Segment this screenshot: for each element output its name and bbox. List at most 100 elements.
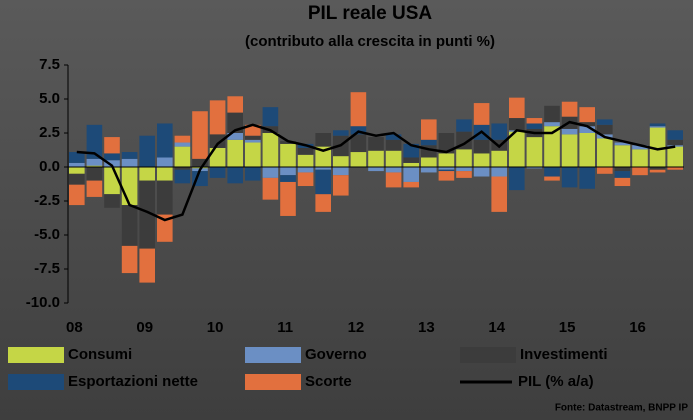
x-tick-label: 16 <box>629 319 646 336</box>
bar <box>491 176 507 212</box>
bar <box>649 126 666 128</box>
bar <box>403 162 419 167</box>
x-tick-label: 13 <box>418 319 435 336</box>
bar <box>438 133 455 154</box>
bar <box>139 180 155 249</box>
bar <box>473 153 490 167</box>
bar <box>121 152 138 159</box>
bar <box>174 167 191 170</box>
x-tick-label: 10 <box>207 319 224 336</box>
bar <box>350 152 367 167</box>
bar <box>456 149 472 167</box>
bar <box>385 172 402 188</box>
bar <box>438 167 455 170</box>
bar <box>509 118 525 131</box>
bar <box>421 167 437 173</box>
y-tick-label: -5.0 <box>34 226 60 243</box>
bar <box>227 96 243 113</box>
bar <box>174 142 191 147</box>
bar <box>86 180 103 197</box>
bar <box>544 105 560 123</box>
bar <box>526 118 543 124</box>
bar <box>315 146 331 167</box>
bar <box>262 167 279 178</box>
bar <box>69 173 85 185</box>
bar <box>209 147 226 167</box>
chart-title: PIL reale USA <box>308 3 433 24</box>
bar <box>632 149 648 167</box>
bar <box>104 153 120 161</box>
bar <box>614 142 631 146</box>
bar <box>262 133 279 167</box>
x-tick-label: 08 <box>66 319 83 336</box>
bar <box>544 126 560 167</box>
bar <box>315 167 331 170</box>
source: Fonte: Datastream, BNPP IP <box>555 403 689 414</box>
x-tick-label: 09 <box>136 319 153 336</box>
bar <box>614 167 631 172</box>
bar <box>297 147 314 155</box>
legend-label: Governo <box>305 346 367 363</box>
bar <box>473 167 490 177</box>
bar <box>157 157 173 167</box>
bar <box>526 167 543 169</box>
bar <box>491 123 507 140</box>
bar <box>403 167 419 182</box>
bar <box>315 194 331 212</box>
bar <box>473 139 490 154</box>
bar <box>121 245 138 274</box>
bar <box>597 119 613 125</box>
bar <box>139 135 155 167</box>
bar <box>561 167 578 188</box>
bar <box>368 150 384 167</box>
bar <box>280 143 296 167</box>
bar <box>121 167 138 206</box>
bar <box>209 167 226 178</box>
bar <box>174 169 191 184</box>
bar <box>649 123 666 127</box>
bar <box>315 133 331 147</box>
bar <box>438 171 455 181</box>
bar <box>280 181 296 216</box>
bar <box>456 171 472 178</box>
bar <box>368 137 384 151</box>
line-pil <box>76 120 676 222</box>
y-tick-label: -7.5 <box>34 260 60 277</box>
bar <box>403 181 419 188</box>
bar <box>385 139 402 151</box>
bar <box>597 124 613 135</box>
bar <box>86 124 103 159</box>
bar <box>544 122 560 127</box>
bar <box>157 123 173 158</box>
bar <box>350 134 367 153</box>
legend-label: Investimenti <box>520 346 608 363</box>
bar <box>280 175 296 182</box>
bar <box>350 92 367 127</box>
x-tick-label: 11 <box>277 319 293 336</box>
bar <box>157 167 173 181</box>
bar <box>297 167 314 173</box>
legend-swatch <box>460 347 516 363</box>
bar <box>104 137 120 154</box>
bar <box>245 135 261 140</box>
bar <box>297 154 314 167</box>
bar <box>667 139 683 146</box>
bar <box>509 131 525 167</box>
bar <box>421 119 437 140</box>
bar <box>632 145 648 150</box>
bar <box>86 165 103 167</box>
bar <box>667 145 683 147</box>
y-tick-label: 2.5 <box>39 124 60 141</box>
bar <box>121 158 138 167</box>
bar <box>333 156 349 167</box>
bar <box>121 205 138 246</box>
bar <box>315 169 331 195</box>
legend-swatch <box>245 374 301 390</box>
bar <box>104 160 120 167</box>
bar <box>614 177 631 187</box>
legend-label: PIL (% a/a) <box>518 373 594 390</box>
bar <box>544 176 560 181</box>
bar <box>667 130 683 140</box>
bar <box>139 167 155 181</box>
